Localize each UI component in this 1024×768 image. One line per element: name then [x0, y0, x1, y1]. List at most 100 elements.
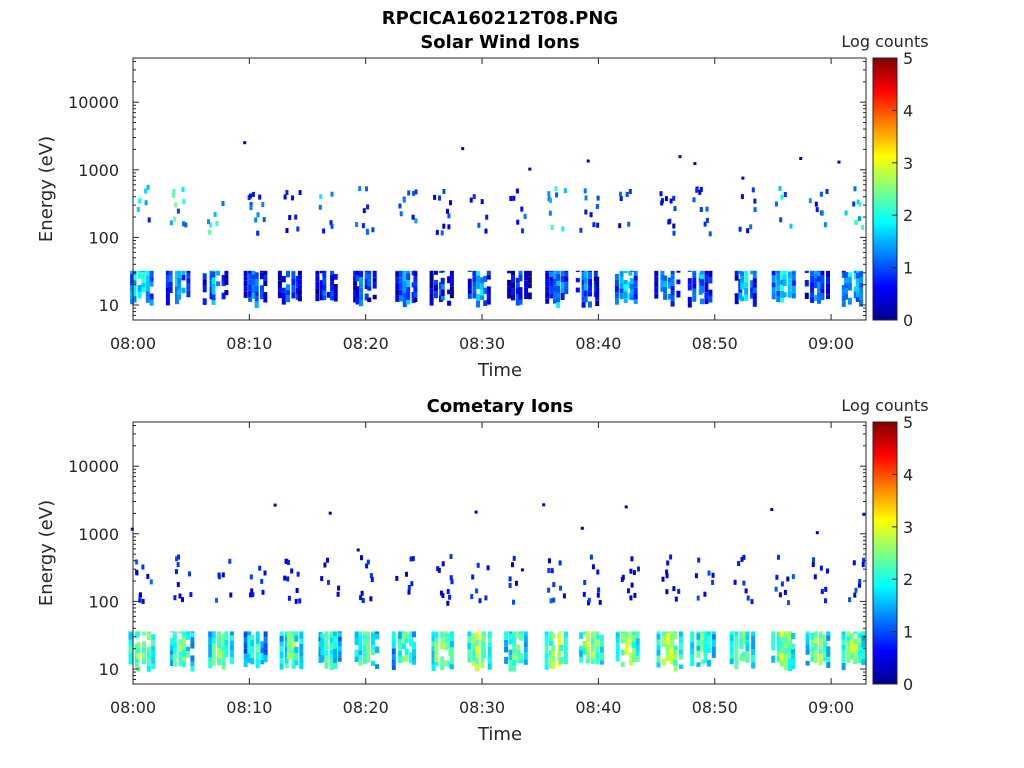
spectrogram-cell — [467, 289, 472, 294]
spectrogram-cell — [678, 654, 683, 660]
spectrogram-cell — [397, 644, 402, 651]
spectrogram-cell — [861, 653, 866, 660]
spectrogram-cell — [654, 293, 659, 299]
spectrogram-cell — [369, 573, 373, 579]
spectrogram-cell — [366, 559, 370, 565]
spectrogram-cell — [776, 631, 781, 633]
spectrogram-cell — [358, 650, 363, 656]
spectrogram-cell — [814, 201, 818, 207]
spectrogram-cell — [440, 284, 445, 290]
spectrogram-cell — [556, 292, 561, 298]
spectrogram-cell — [130, 285, 135, 292]
spectrogram-cell — [397, 638, 402, 645]
spectrogram-cell — [744, 282, 749, 288]
spectrogram-cell — [579, 632, 584, 639]
spectrogram-cell — [299, 656, 304, 664]
spectrogram-cell — [595, 638, 600, 646]
spectrogram-cell — [662, 641, 667, 648]
spectrogram-cell — [564, 276, 569, 282]
spectrogram-cell — [779, 632, 784, 637]
spectrogram-cell — [251, 191, 255, 197]
spectrogram-cell — [413, 286, 418, 293]
spectrogram-cell — [216, 281, 221, 287]
spectrogram-cell — [413, 276, 418, 282]
spectrogram-cell — [295, 282, 300, 288]
spectrogram-cell — [667, 219, 671, 225]
spectrogram-cell — [544, 646, 549, 654]
spectrogram-cell — [149, 299, 154, 306]
spectrogram-cell — [857, 649, 862, 657]
spectrogram-cell — [277, 276, 282, 281]
spectrogram-cell — [431, 646, 436, 651]
spectrogram-cell — [508, 638, 513, 645]
spectrogram-cell — [354, 638, 359, 646]
spectrogram-cell — [184, 222, 188, 228]
spectrogram-cell — [593, 270, 598, 272]
spectrogram-cell — [544, 653, 549, 659]
spectrogram-cell — [585, 636, 590, 642]
spectrogram-cell — [695, 187, 699, 193]
spectrogram-cell — [660, 270, 665, 275]
spectrogram-cell — [656, 644, 661, 650]
spectrogram-cell — [467, 656, 472, 663]
spectrogram-cell — [635, 655, 640, 662]
spectrogram-cell — [291, 272, 296, 279]
spectrogram-cell — [320, 638, 325, 646]
spectrogram-cell — [375, 631, 379, 635]
spectrogram-cell — [630, 289, 634, 295]
spectrogram-cell — [820, 288, 825, 293]
spectrogram-cell — [673, 665, 678, 672]
spectrogram-cell — [625, 191, 629, 197]
spectrogram-cell — [299, 638, 304, 644]
spectrogram-cell — [810, 651, 815, 658]
spectrogram-cell — [508, 660, 513, 666]
spectrogram-cell — [137, 272, 142, 279]
spectrogram-cell — [406, 286, 411, 294]
spectrogram-cell — [254, 279, 259, 286]
spectrogram-cell — [855, 272, 860, 279]
spectrogram-cell — [189, 592, 193, 598]
spectrogram-cell — [810, 632, 815, 640]
spectrogram-cell — [734, 299, 739, 305]
spectrogram-cell — [512, 555, 516, 561]
spectrogram-cell — [224, 290, 229, 296]
spectrogram-cell — [142, 652, 146, 659]
spectrogram-cell — [247, 648, 252, 654]
spectrogram-cell — [861, 631, 866, 636]
spectrogram-cell — [286, 295, 290, 303]
spectrogram-cell — [700, 659, 705, 665]
spectrogram-cell — [397, 631, 402, 634]
spectrogram-cell — [324, 631, 329, 633]
spectrogram-cell — [182, 221, 186, 227]
spectrogram-cell — [483, 287, 488, 294]
spectrogram-cell — [595, 287, 600, 294]
spectrogram-cell — [810, 282, 815, 288]
spectrogram-cell — [168, 275, 173, 282]
spectrogram-cell — [146, 658, 151, 666]
spectrogram-cell — [635, 645, 640, 652]
spectrogram-cell — [628, 270, 633, 276]
spectrogram-cell — [586, 159, 590, 163]
spectrogram-cell — [745, 651, 750, 657]
spectrogram-cell — [181, 637, 186, 643]
spectrogram-cell — [753, 198, 757, 204]
spectrogram-cell — [810, 292, 815, 297]
spectrogram-cell — [844, 283, 849, 289]
spectrogram-cell — [788, 641, 792, 649]
spectrogram-cell — [151, 640, 156, 646]
spectrogram-cell — [704, 270, 709, 275]
spectrogram-cell — [778, 592, 782, 598]
burst — [273, 503, 304, 670]
spectrogram-cell — [687, 296, 692, 302]
spectrogram-cell — [504, 639, 509, 647]
spectrogram-cell — [484, 595, 488, 601]
spectrogram-cell — [858, 216, 861, 222]
colorbar-label: Log counts — [841, 32, 928, 51]
spectrogram-cell — [853, 592, 857, 598]
spectrogram-cell — [429, 281, 434, 289]
spectrogram-cell — [365, 186, 368, 192]
spectrogram-cell — [595, 300, 600, 307]
colorbar-tick-label: 5 — [903, 413, 913, 432]
spectrogram-cell — [449, 270, 454, 273]
spectrogram-cell — [170, 638, 175, 646]
